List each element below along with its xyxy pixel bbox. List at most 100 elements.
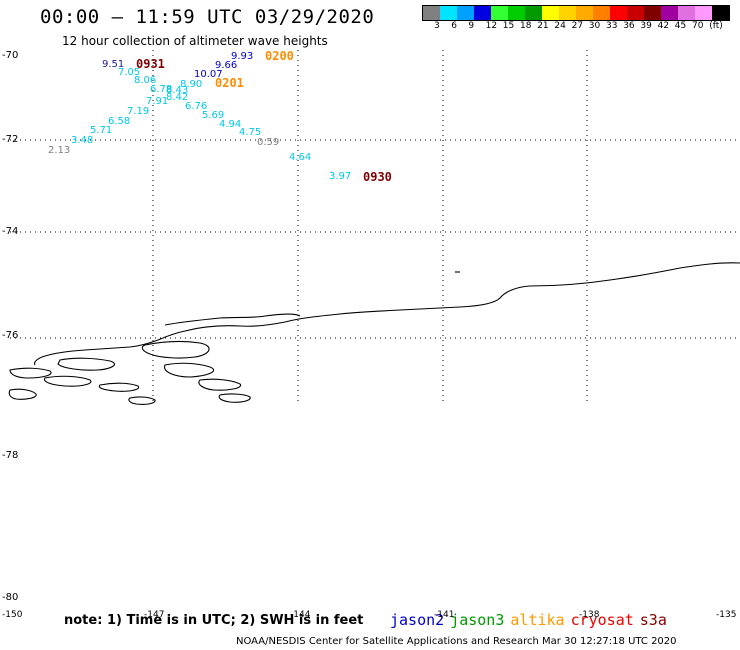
colorbar-label: 21 <box>537 21 549 31</box>
colorbar-labels: 3 6 9 12 15 18 21 24 27 30 33 36 39 42 45 70 (ft) <box>422 21 740 33</box>
coastline-island <box>218 393 251 403</box>
colorbar-swatch <box>440 6 457 20</box>
colorbar-swatch <box>712 6 729 20</box>
colorbar-label: 36 <box>623 21 635 31</box>
legend-entry-jason3: jason3 <box>450 611 505 629</box>
longitude-label: -144 <box>290 610 311 620</box>
swh-reading: 9.93 <box>231 51 253 62</box>
latitude-labels: -70 -72 -74 -76 -78 -80 <box>2 50 18 603</box>
swh-reading: 0.59 <box>257 137 279 148</box>
swh-reading: 7.19 <box>127 106 149 117</box>
colorbar-label: 6 <box>451 21 457 31</box>
wave-height-colorbar <box>422 5 730 21</box>
graticule <box>10 50 740 405</box>
pass-time-label: 0930 <box>363 170 392 184</box>
colorbar-swatch <box>474 6 491 20</box>
colorbar-swatch <box>576 6 593 20</box>
swh-reading: 7.91 <box>146 96 168 107</box>
swh-reading: 8.42 <box>166 92 188 103</box>
swh-reading: 6.58 <box>108 116 130 127</box>
coastline-island <box>9 367 52 379</box>
latitude-label: -72 <box>2 134 18 145</box>
coastline-island <box>8 388 37 400</box>
legend-entry-jason2: jason2 <box>390 611 445 629</box>
swh-reading: 4.75 <box>239 127 261 138</box>
longitude-label: -135 <box>716 610 737 620</box>
swh-reading: 7.05 <box>118 67 140 78</box>
colorbar-swatch <box>610 6 627 20</box>
colorbar-label: 18 <box>520 21 532 31</box>
colorbar-label: 12 <box>485 21 498 31</box>
satellite-legend: jason2 jason3 altika cryosat s3a <box>390 611 673 629</box>
coastline-island <box>164 362 215 378</box>
colorbar-swatch <box>542 6 559 20</box>
credit-footer: NOAA/NESDIS Center for Satellite Applica… <box>236 636 677 647</box>
colorbar-swatch <box>423 6 440 20</box>
colorbar-label: 27 <box>571 21 584 31</box>
pass-time-label: 0931 <box>136 57 165 71</box>
colorbar-label: 39 <box>640 21 652 31</box>
antarctic-coastline <box>8 262 740 405</box>
swh-reading: 2.13 <box>48 145 70 156</box>
colorbar-label: 3 <box>434 21 440 31</box>
swh-reading: 3.48 <box>71 135 93 146</box>
swh-reading: 8.06 <box>134 75 156 86</box>
longitude-label: -147 <box>144 610 165 620</box>
coastline-island <box>43 375 92 387</box>
colorbar-label: 42 <box>657 21 670 31</box>
pass-time-label: 0200 <box>265 49 294 63</box>
colorbar-label: 70 <box>692 21 704 31</box>
colorbar-swatch <box>525 6 542 20</box>
swh-reading: 9.51 <box>102 59 124 70</box>
latitude-label: -76 <box>2 330 18 341</box>
map-subtitle: 12 hour collection of altimeter wave hei… <box>62 34 328 48</box>
latitude-label: -70 <box>2 50 18 61</box>
coastline-island <box>198 378 242 391</box>
map-title: 00:00 – 11:59 UTC 03/29/2020 <box>40 6 375 28</box>
swh-reading: 5.69 <box>202 110 224 121</box>
latitude-label: -80 <box>2 592 18 603</box>
colorbar-label: 33 <box>606 21 618 31</box>
coastline-island <box>141 340 210 359</box>
swh-reading: 4.94 <box>219 119 241 130</box>
colorbar-swatch <box>661 6 678 20</box>
colorbar-label: 15 <box>502 21 515 31</box>
colorbar-swatch <box>457 6 474 20</box>
swh-reading: 6.76 <box>185 101 207 112</box>
coastline-island <box>128 396 156 405</box>
colorbar-label: 30 <box>588 21 601 31</box>
colorbar-swatch <box>593 6 610 20</box>
longitude-label: -150 <box>2 610 23 620</box>
legend-entry-altika: altika <box>510 611 565 629</box>
colorbar-swatch <box>627 6 644 20</box>
legend-entry-s3a: s3a <box>639 611 667 629</box>
swh-reading: 5.71 <box>90 125 112 136</box>
longitude-label: -141 <box>434 610 455 620</box>
latitude-label: -78 <box>2 450 18 461</box>
colorbar-label: (ft) <box>709 21 723 31</box>
swh-reading: 6.78 <box>150 84 172 95</box>
colorbar-swatch <box>491 6 508 20</box>
coastline-main <box>34 262 740 366</box>
colorbar-swatch <box>695 6 712 20</box>
colorbar-swatch <box>644 6 661 20</box>
colorbar-swatch <box>508 6 525 20</box>
units-note: note: 1) Time is in UTC; 2) SWH is in fe… <box>64 613 364 628</box>
colorbar-label: 24 <box>554 21 566 31</box>
latitude-label: -74 <box>2 226 18 237</box>
swh-reading: 9.66 <box>215 60 237 71</box>
swh-reading: 8.43 <box>166 85 188 96</box>
coastline-island <box>98 382 140 392</box>
swh-reading: 10.07 <box>194 69 223 80</box>
coastline-shelf <box>164 313 301 326</box>
pass-time-label: 0201 <box>215 76 244 90</box>
longitude-label: -138 <box>579 610 600 620</box>
colorbar-swatch <box>678 6 695 20</box>
swh-readings: 9.517.058.066.788.438.90 7.918.42 7.19 6.76… <box>48 51 351 182</box>
coastline-island <box>57 357 115 371</box>
legend-entry-cryosat: cryosat <box>570 611 634 629</box>
swh-reading: 3.97 <box>329 171 351 182</box>
swh-reading: 4.64 <box>289 152 311 163</box>
pass-times: 0931 0200 0201 0930 <box>136 49 392 184</box>
